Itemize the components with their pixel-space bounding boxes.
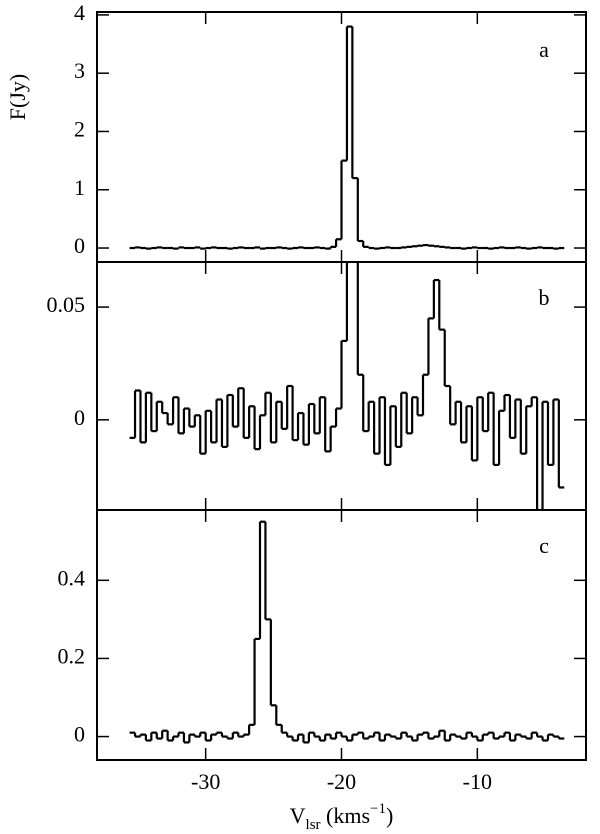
trace xyxy=(129,25,565,250)
x-tick-label: -10 xyxy=(463,769,492,794)
trace xyxy=(129,262,565,510)
y-tick-label: 0.2 xyxy=(58,643,86,668)
y-tick-label: 3 xyxy=(74,58,85,83)
x-axis-label: Vlsr (kms−1) xyxy=(290,801,394,833)
x-axis-label-part: (kms xyxy=(321,803,371,828)
y-axis-label: F(Jy) xyxy=(5,74,30,120)
y-tick-label: 2 xyxy=(74,117,85,142)
y-tick-label: 0 xyxy=(74,233,85,258)
y-tick-label: 0.05 xyxy=(47,292,86,317)
y-tick-label: 0.4 xyxy=(58,565,86,590)
x-axis-label-part: V xyxy=(290,803,306,828)
panel-label: a xyxy=(539,37,549,62)
y-tick-label: 1 xyxy=(74,175,85,200)
y-tick-label: 0 xyxy=(74,722,85,747)
x-tick-label: -20 xyxy=(327,769,356,794)
y-tick-label: 0 xyxy=(74,405,85,430)
panel-label: c xyxy=(539,533,549,558)
panel-frame xyxy=(96,509,587,761)
x-axis-label-part: ) xyxy=(386,803,393,828)
panel-label: b xyxy=(539,285,550,310)
y-tick-label: 4 xyxy=(74,0,85,25)
x-tick-label: -30 xyxy=(191,769,220,794)
trace xyxy=(129,520,565,744)
x-axis-label-part: lsr xyxy=(306,817,321,833)
x-axis-label-part: −1 xyxy=(370,801,386,817)
